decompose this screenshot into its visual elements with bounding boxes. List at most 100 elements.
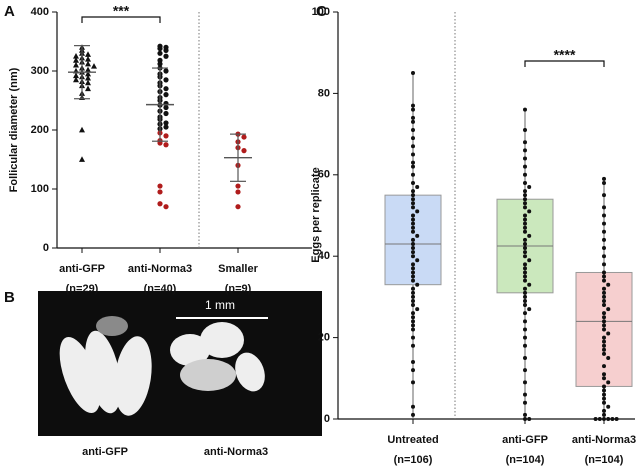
point — [602, 213, 606, 218]
point — [523, 156, 527, 161]
point — [157, 50, 163, 56]
point — [523, 303, 527, 308]
point — [602, 262, 606, 267]
point — [163, 77, 169, 83]
point — [523, 294, 527, 299]
point — [163, 204, 169, 210]
point — [163, 53, 169, 59]
point — [411, 189, 415, 194]
point — [523, 189, 527, 194]
point — [411, 254, 415, 259]
point — [610, 417, 615, 421]
point — [411, 298, 415, 303]
point — [411, 152, 415, 157]
point — [415, 209, 420, 214]
point — [602, 372, 606, 377]
point — [523, 278, 527, 283]
point — [73, 53, 79, 59]
point — [157, 189, 163, 195]
point — [602, 286, 606, 291]
point — [523, 201, 527, 206]
point — [602, 315, 606, 320]
point — [602, 392, 606, 397]
point — [602, 176, 606, 181]
point — [411, 128, 415, 133]
point — [523, 229, 527, 234]
point — [85, 51, 91, 57]
point — [614, 417, 619, 421]
point — [415, 307, 420, 312]
point — [411, 160, 415, 165]
point — [523, 164, 527, 169]
point — [527, 258, 532, 263]
point — [523, 148, 527, 153]
point — [85, 56, 91, 62]
point — [523, 417, 527, 421]
point — [523, 254, 527, 259]
point — [602, 246, 606, 251]
point — [523, 262, 527, 267]
point — [411, 368, 415, 373]
point — [606, 355, 611, 360]
point — [527, 282, 532, 287]
point — [411, 294, 415, 299]
point — [85, 74, 91, 81]
point — [523, 225, 527, 230]
y-tick-label: 100 — [312, 6, 330, 18]
y-tick-label: 80 — [318, 87, 330, 99]
point — [157, 183, 163, 189]
point — [523, 205, 527, 210]
point — [523, 335, 527, 340]
point — [602, 294, 606, 299]
point — [235, 204, 241, 210]
point — [411, 144, 415, 149]
y-axis-label: Eggs per replicate — [310, 167, 322, 262]
point — [606, 417, 611, 421]
point — [602, 229, 606, 234]
point — [523, 213, 527, 218]
point — [602, 351, 606, 356]
point — [411, 115, 415, 120]
point — [602, 388, 606, 393]
point — [523, 412, 527, 417]
point — [85, 66, 91, 73]
point — [411, 217, 415, 222]
point — [593, 417, 598, 421]
point — [523, 246, 527, 251]
point — [163, 142, 169, 148]
point — [523, 140, 527, 145]
point — [527, 307, 532, 312]
point — [411, 327, 415, 332]
significance-bracket — [81, 16, 161, 23]
panel-label: B — [4, 289, 15, 306]
point — [411, 315, 415, 320]
point — [606, 307, 611, 312]
point — [163, 68, 169, 74]
point — [602, 376, 606, 381]
point — [523, 266, 527, 271]
point — [73, 72, 79, 79]
significance-bracket — [524, 60, 605, 67]
y-tick-label: 20 — [318, 332, 330, 344]
point — [163, 110, 169, 117]
point — [411, 205, 415, 210]
point — [411, 164, 415, 169]
y-tick-label: 60 — [318, 169, 330, 181]
point — [602, 335, 606, 340]
point — [411, 246, 415, 251]
y-tick-label: 40 — [318, 250, 330, 262]
point — [415, 258, 420, 263]
ovaries — [59, 316, 265, 416]
point — [411, 237, 415, 242]
photo-label: anti-Norma3 — [204, 446, 268, 458]
y-tick-label: 0 — [43, 242, 49, 254]
point — [411, 380, 415, 385]
point — [411, 107, 415, 112]
point — [597, 417, 602, 421]
point — [163, 86, 169, 92]
point — [606, 331, 611, 336]
point — [411, 262, 415, 267]
category-note: (n=9) — [225, 283, 252, 295]
point — [163, 133, 169, 139]
